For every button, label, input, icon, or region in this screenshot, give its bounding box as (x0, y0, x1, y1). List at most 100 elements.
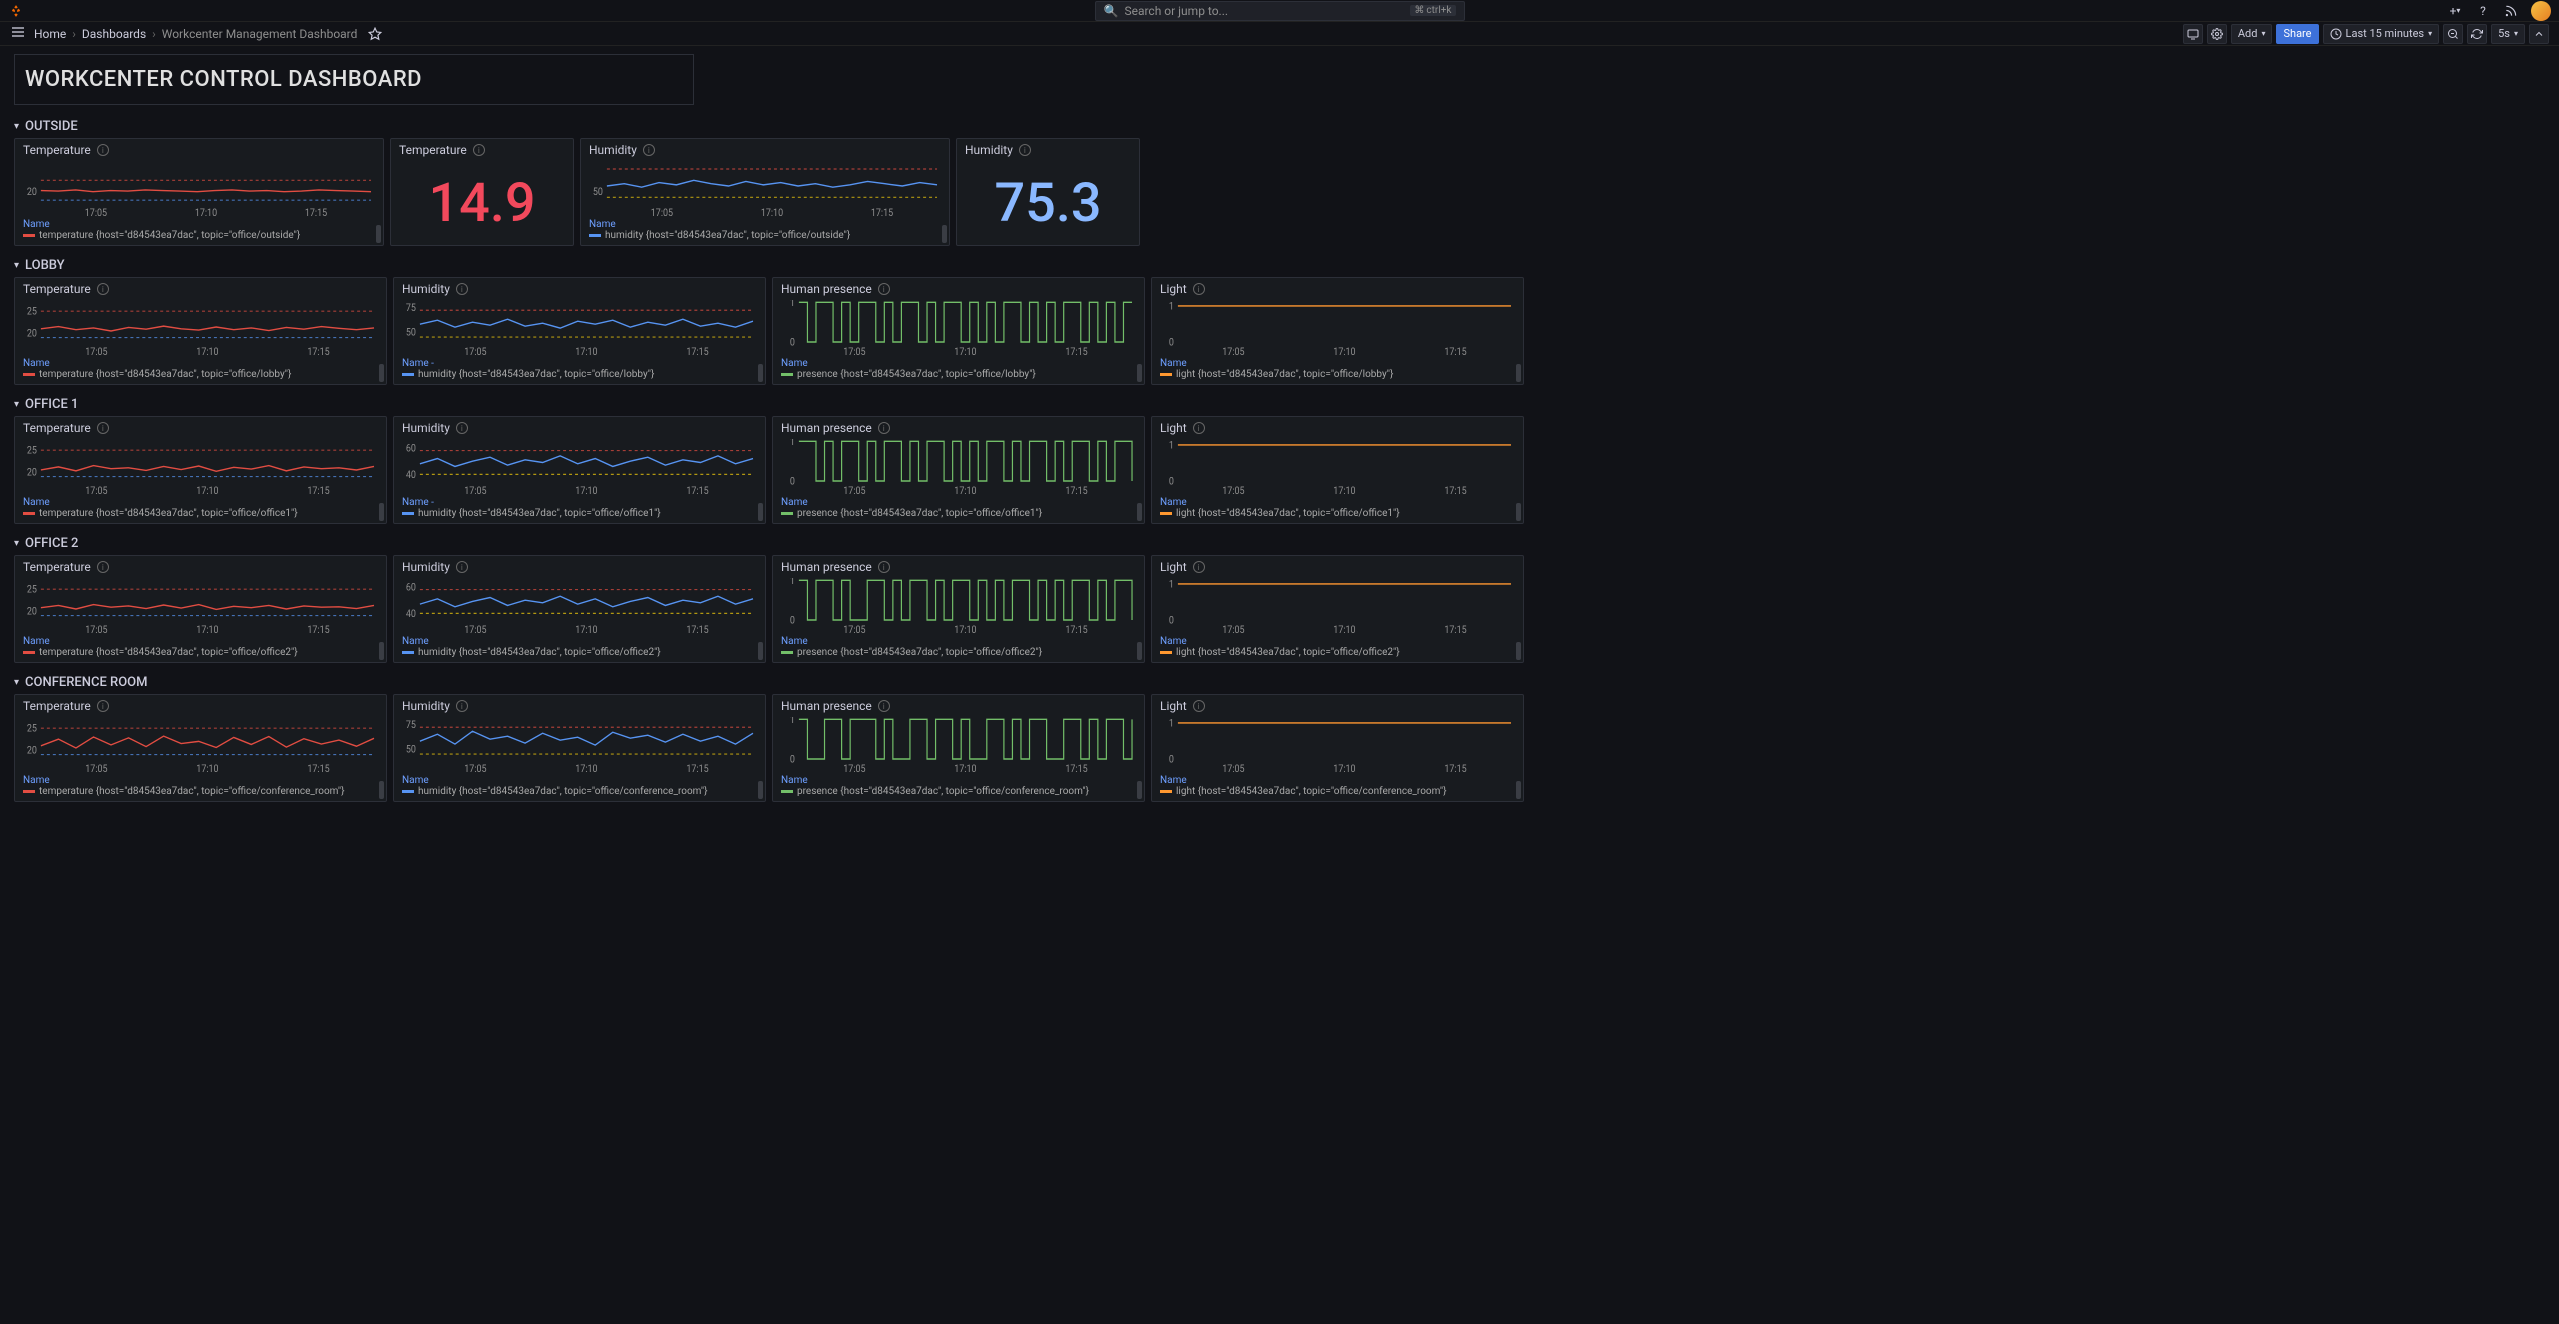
legend-header[interactable]: Name (23, 219, 375, 230)
info-icon[interactable]: i (97, 144, 109, 156)
panel-office2-light[interactable]: Lighti 10 17:0517:1017:15 Name light {ho… (1151, 555, 1524, 663)
legend-header[interactable]: Name (1160, 358, 1515, 369)
legend-item[interactable]: temperature {host="d84543ea7dac", topic=… (23, 508, 378, 519)
info-icon[interactable]: i (878, 422, 890, 434)
panel-outside-hum[interactable]: Humidityi 50 17:0517:1017:15 Name humidi… (580, 138, 950, 246)
zoom-out-icon[interactable] (2443, 24, 2463, 44)
panel-office1-presence[interactable]: Human presencei 10 17:0517:1017:15 Name … (772, 416, 1145, 524)
breadcrumb-home[interactable]: Home (34, 27, 66, 41)
legend-header[interactable]: Name (23, 358, 378, 369)
legend-scrollbar[interactable] (1516, 781, 1521, 799)
legend-item[interactable]: presence {host="d84543ea7dac", topic="of… (781, 786, 1136, 797)
panel-office1-light[interactable]: Lighti 10 17:0517:1017:15 Name light {ho… (1151, 416, 1524, 524)
settings-icon[interactable] (2207, 24, 2227, 44)
legend-item[interactable]: humidity {host="d84543ea7dac", topic="of… (402, 786, 757, 797)
legend-header[interactable]: Name (402, 775, 757, 786)
info-icon[interactable]: i (456, 700, 468, 712)
panel-office1-temp[interactable]: Temperaturei 2520 17:0517:1017:15 Name t… (14, 416, 387, 524)
legend-scrollbar[interactable] (1137, 364, 1142, 382)
legend-scrollbar[interactable] (942, 225, 947, 243)
info-icon[interactable]: i (456, 561, 468, 573)
legend-header[interactable]: Name (781, 636, 1136, 647)
legend-header[interactable]: Name (23, 497, 378, 508)
legend-scrollbar[interactable] (1516, 642, 1521, 660)
legend-header[interactable]: Name - (402, 497, 757, 508)
panel-lobby-presence[interactable]: Human presencei 10 17:0517:1017:15 Name … (772, 277, 1145, 385)
info-icon[interactable]: i (97, 700, 109, 712)
legend-scrollbar[interactable] (758, 781, 763, 799)
legend-item[interactable]: humidity {host="d84543ea7dac", topic="of… (402, 508, 757, 519)
panel-lobby-temp[interactable]: Temperaturei 2520 17:0517:1017:15 Name t… (14, 277, 387, 385)
legend-header[interactable]: Name (1160, 775, 1515, 786)
panel-conf-light[interactable]: Lighti 10 17:0517:1017:15 Name light {ho… (1151, 694, 1524, 802)
legend-scrollbar[interactable] (379, 503, 384, 521)
refresh-interval-button[interactable]: 5s ▾ (2491, 24, 2525, 44)
info-icon[interactable]: i (97, 283, 109, 295)
help-icon[interactable]: ? (2475, 3, 2491, 19)
legend-item[interactable]: presence {host="d84543ea7dac", topic="of… (781, 647, 1136, 658)
legend-scrollbar[interactable] (758, 364, 763, 382)
info-icon[interactable]: i (473, 144, 485, 156)
info-icon[interactable]: i (97, 422, 109, 434)
global-search[interactable]: 🔍 Search or jump to... ⌘ ctrl+k (1095, 1, 1465, 21)
row-header-outside[interactable]: ▾OUTSIDE (14, 113, 2545, 138)
star-icon[interactable] (367, 26, 383, 42)
legend-header[interactable]: Name (1160, 497, 1515, 508)
info-icon[interactable]: i (878, 283, 890, 295)
panel-lobby-light[interactable]: Lighti 10 17:0517:1017:15 Name light {ho… (1151, 277, 1524, 385)
panel-office2-temp[interactable]: Temperaturei 2520 17:0517:1017:15 Name t… (14, 555, 387, 663)
menu-icon[interactable] (10, 24, 28, 43)
info-icon[interactable]: i (878, 700, 890, 712)
row-header-office1[interactable]: ▾OFFICE 1 (14, 391, 2545, 416)
legend-header[interactable]: Name (589, 219, 941, 230)
legend-scrollbar[interactable] (379, 642, 384, 660)
tv-icon[interactable] (2183, 24, 2203, 44)
legend-scrollbar[interactable] (376, 225, 381, 243)
grafana-logo[interactable] (8, 3, 24, 19)
info-icon[interactable]: i (643, 144, 655, 156)
legend-scrollbar[interactable] (758, 642, 763, 660)
legend-scrollbar[interactable] (1137, 642, 1142, 660)
legend-header[interactable]: Name (23, 775, 378, 786)
legend-scrollbar[interactable] (379, 364, 384, 382)
panel-outside-temp-stat[interactable]: Temperaturei 14.9 (390, 138, 574, 246)
info-icon[interactable]: i (878, 561, 890, 573)
legend-item[interactable]: light {host="d84543ea7dac", topic="offic… (1160, 786, 1515, 797)
row-header-conference[interactable]: ▾CONFERENCE ROOM (14, 669, 2545, 694)
panel-conf-presence[interactable]: Human presencei 10 17:0517:1017:15 Name … (772, 694, 1145, 802)
add-icon[interactable]: +▾ (2447, 3, 2463, 19)
panel-outside-temp[interactable]: Temperaturei 20 17:0517:1017:15 Name tem… (14, 138, 384, 246)
panel-conf-hum[interactable]: Humidityi 7550 17:0517:1017:15 Name humi… (393, 694, 766, 802)
legend-item[interactable]: light {host="d84543ea7dac", topic="offic… (1160, 647, 1515, 658)
legend-item[interactable]: humidity {host="d84543ea7dac", topic="of… (402, 369, 757, 380)
panel-lobby-hum[interactable]: Humidityi 7550 17:0517:1017:15 Name - hu… (393, 277, 766, 385)
legend-scrollbar[interactable] (1137, 503, 1142, 521)
row-header-office2[interactable]: ▾OFFICE 2 (14, 530, 2545, 555)
legend-item[interactable]: temperature {host="d84543ea7dac", topic=… (23, 647, 378, 658)
news-icon[interactable] (2503, 3, 2519, 19)
legend-item[interactable]: temperature {host="d84543ea7dac", topic=… (23, 786, 378, 797)
panel-office2-presence[interactable]: Human presencei 10 17:0517:1017:15 Name … (772, 555, 1145, 663)
info-icon[interactable]: i (97, 561, 109, 573)
legend-header[interactable]: Name (23, 636, 378, 647)
panel-office1-hum[interactable]: Humidityi 6040 17:0517:1017:15 Name - hu… (393, 416, 766, 524)
info-icon[interactable]: i (1019, 144, 1031, 156)
legend-item[interactable]: presence {host="d84543ea7dac", topic="of… (781, 508, 1136, 519)
legend-scrollbar[interactable] (1516, 364, 1521, 382)
info-icon[interactable]: i (1193, 422, 1205, 434)
share-button[interactable]: Share (2276, 24, 2318, 44)
info-icon[interactable]: i (1193, 561, 1205, 573)
legend-scrollbar[interactable] (1137, 781, 1142, 799)
legend-header[interactable]: Name (781, 775, 1136, 786)
panel-outside-hum-stat[interactable]: Humidityi 75.3 (956, 138, 1140, 246)
legend-item[interactable]: humidity {host="d84543ea7dac", topic="of… (589, 230, 941, 241)
legend-item[interactable]: temperature {host="d84543ea7dac", topic=… (23, 230, 375, 241)
legend-header[interactable]: Name (1160, 636, 1515, 647)
info-icon[interactable]: i (456, 422, 468, 434)
legend-item[interactable]: light {host="d84543ea7dac", topic="offic… (1160, 508, 1515, 519)
refresh-icon[interactable] (2467, 24, 2487, 44)
info-icon[interactable]: i (1193, 700, 1205, 712)
breadcrumb-dashboards[interactable]: Dashboards (82, 27, 146, 41)
add-button[interactable]: Add ▾ (2231, 24, 2273, 44)
legend-item[interactable]: presence {host="d84543ea7dac", topic="of… (781, 369, 1136, 380)
